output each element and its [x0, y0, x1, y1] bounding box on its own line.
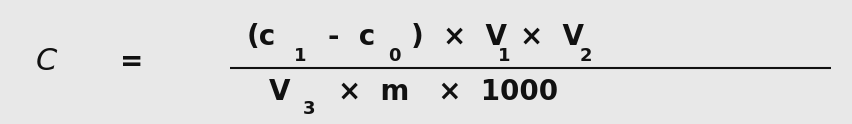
Text: -  c: - c — [328, 23, 375, 51]
Text: ×  m   ×  1000: × m × 1000 — [338, 78, 558, 106]
Text: ×  V: × V — [520, 23, 584, 51]
Text: $C$: $C$ — [35, 47, 59, 77]
Text: =: = — [120, 48, 144, 76]
Text: )  ×  V: ) × V — [411, 23, 507, 51]
Text: 3: 3 — [302, 100, 315, 118]
Text: 2: 2 — [579, 47, 592, 65]
Text: 0: 0 — [388, 47, 400, 65]
Text: V: V — [268, 78, 290, 106]
Text: (c: (c — [247, 23, 276, 51]
Text: 1: 1 — [294, 47, 307, 65]
Text: 1: 1 — [498, 47, 511, 65]
